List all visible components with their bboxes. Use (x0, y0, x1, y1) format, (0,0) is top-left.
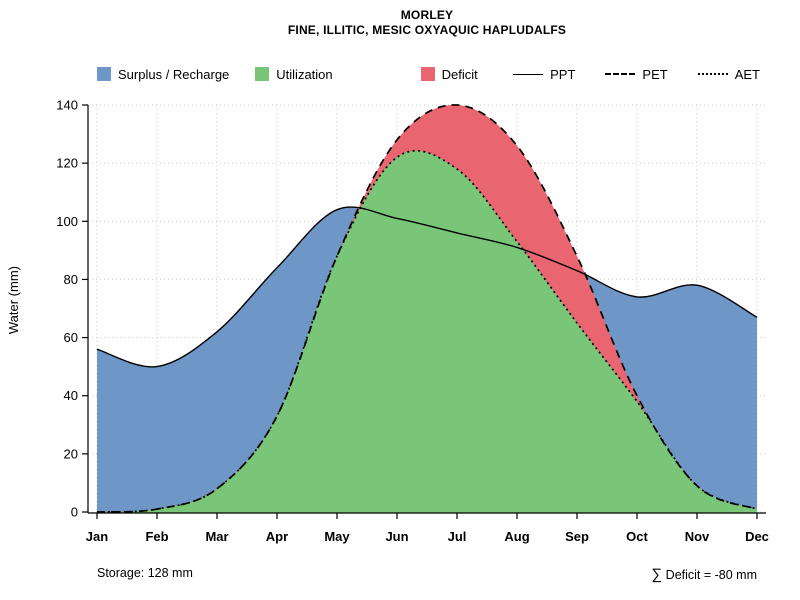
deficit-note-text: Deficit = -80 mm (662, 568, 757, 582)
svg-text:Oct: Oct (626, 529, 648, 544)
surplus-swatch (97, 67, 111, 81)
svg-text:Apr: Apr (266, 529, 288, 544)
svg-text:100: 100 (56, 214, 78, 229)
sigma-symbol: ∑ (651, 566, 663, 583)
legend-label-deficit: Deficit (441, 66, 478, 82)
chart-legend: Surplus / Recharge Utilization Deficit P… (97, 66, 760, 82)
chart-subtitle: FINE, ILLITIC, MESIC OXYAQUIC HAPLUDALFS (287, 23, 567, 37)
svg-text:Sep: Sep (565, 529, 589, 544)
svg-text:40: 40 (64, 388, 78, 403)
deficit-note: ∑ Deficit = -80 mm (651, 566, 757, 583)
svg-text:60: 60 (64, 330, 78, 345)
svg-text:Feb: Feb (145, 529, 168, 544)
svg-text:20: 20 (64, 446, 78, 461)
svg-text:140: 140 (56, 98, 78, 113)
svg-text:Aug: Aug (504, 529, 529, 544)
legend-item-surplus: Surplus / Recharge (97, 67, 229, 82)
dotted-line-icon (697, 73, 728, 75)
svg-text:Jul: Jul (448, 529, 467, 544)
storage-note: Storage: 128 mm (97, 566, 193, 580)
legend-item-ppt: PPT (513, 67, 575, 82)
deficit-swatch (420, 67, 435, 81)
dashed-line-icon (605, 73, 636, 75)
legend-area-group: Surplus / Recharge Utilization Deficit (97, 67, 478, 82)
svg-text:May: May (324, 529, 350, 544)
legend-item-aet: AET (697, 66, 760, 82)
svg-text:80: 80 (64, 272, 78, 287)
legend-label-surplus: Surplus / Recharge (118, 66, 230, 82)
legend-item-deficit: Deficit (420, 66, 478, 82)
svg-text:Mar: Mar (205, 529, 228, 544)
legend-line-group: PPT PET AET (513, 67, 760, 82)
plot-area: Jan Feb Mar Apr May Jun Jul Aug Sep Oct Nov Dec 0 20 4… (56, 98, 769, 545)
legend-item-utilization: Utilization (255, 66, 333, 82)
legend-item-pet: PET (605, 66, 668, 82)
svg-text:120: 120 (56, 156, 78, 171)
legend-label-ppt: PPT (550, 66, 576, 82)
svg-text:Jun: Jun (385, 529, 408, 544)
svg-text:Nov: Nov (685, 529, 710, 544)
legend-label-pet: PET (642, 66, 668, 82)
legend-label-utilization: Utilization (276, 66, 333, 82)
utilization-swatch (255, 67, 270, 81)
legend-label-aet: AET (734, 66, 760, 82)
svg-text:Dec: Dec (745, 529, 769, 544)
chart-title: MORLEY (400, 8, 454, 22)
svg-text:Jan: Jan (86, 529, 108, 544)
svg-text:0: 0 (71, 505, 78, 520)
solid-line-icon (513, 73, 544, 75)
